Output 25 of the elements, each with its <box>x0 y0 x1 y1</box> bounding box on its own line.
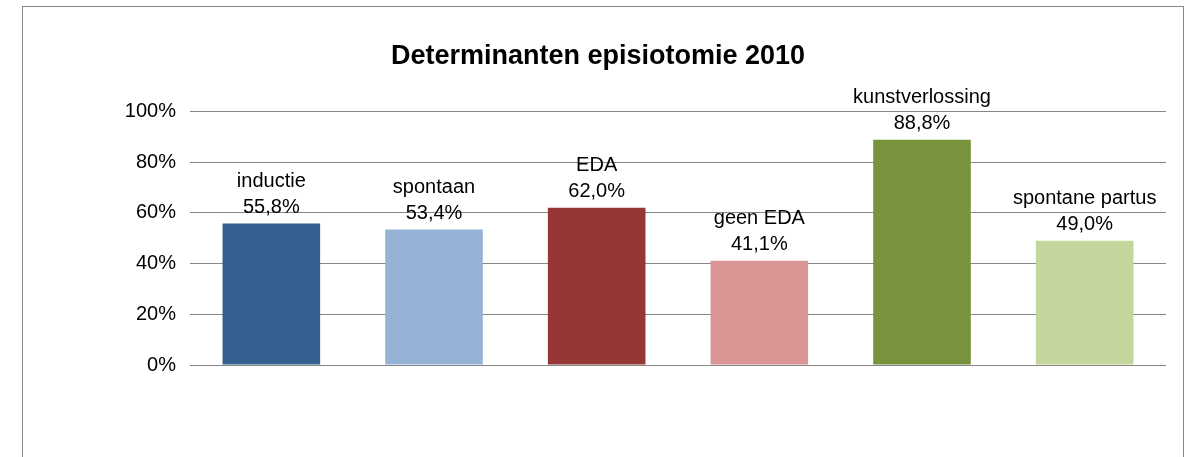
chart-title: Determinanten episiotomie 2010 <box>390 39 806 70</box>
x-tick-label: EDA <box>576 153 618 176</box>
bar <box>547 207 646 365</box>
data-label: 53,4% <box>405 201 463 224</box>
y-tick-label: 20% <box>135 301 177 324</box>
data-label: 88,8% <box>893 111 951 134</box>
bar <box>385 229 483 365</box>
x-tick-label: kunstverlossing <box>853 85 991 108</box>
data-label: 41,1% <box>730 232 788 255</box>
x-tick-label: inductie <box>236 169 306 192</box>
x-tick-label: spontane partus <box>1012 186 1157 209</box>
bar <box>873 139 971 365</box>
y-tick-label: 100% <box>124 98 177 121</box>
x-tick-label: geen EDA <box>713 206 806 229</box>
y-tick-label: 80% <box>135 149 177 172</box>
data-label: 62,0% <box>568 179 626 202</box>
data-label: 49,0% <box>1056 212 1114 235</box>
x-tick-label: spontaan <box>392 175 476 198</box>
bar <box>1035 240 1134 365</box>
bar <box>710 260 809 365</box>
y-tick-label: 60% <box>135 200 177 223</box>
y-tick-label: 40% <box>135 251 177 274</box>
bar <box>222 223 321 365</box>
data-label: 55,8% <box>242 195 300 218</box>
y-tick-label: 0% <box>147 352 177 375</box>
